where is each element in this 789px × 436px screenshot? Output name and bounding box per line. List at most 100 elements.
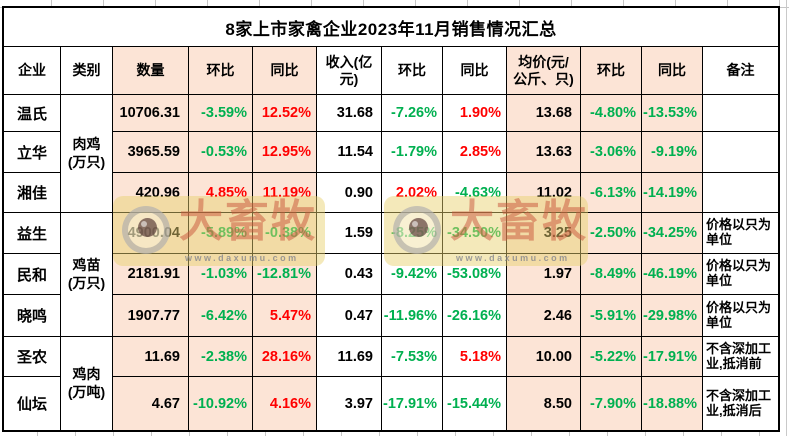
cell-qty: 3965.59 [113, 132, 189, 173]
company-cell: 温氏 [4, 95, 61, 132]
company-cell: 湘佳 [4, 173, 61, 213]
cell-price: 10.00 [507, 337, 581, 377]
cell-price_yoy: -14.19% [642, 173, 703, 213]
cell-qty: 2181.91 [113, 254, 189, 295]
header-remark: 备注 [703, 47, 778, 95]
cell-price_yoy: -18.88% [642, 377, 703, 430]
cell-price_mom: -5.22% [581, 337, 642, 377]
remark-cell [703, 132, 778, 173]
cell-revenue: 3.97 [317, 377, 382, 430]
cell-qty_yoy: 12.95% [253, 132, 317, 173]
cell-qty_mom: 4.85% [189, 173, 253, 213]
cell-qty_yoy: 4.16% [253, 377, 317, 430]
header-revenue: 收入(亿 元) [317, 47, 382, 95]
cell-qty_mom: -10.92% [189, 377, 253, 430]
cell-price_yoy: -17.91% [642, 337, 703, 377]
cell-rev_yoy: -4.63% [443, 173, 507, 213]
cell-qty_mom: -3.59% [189, 95, 253, 132]
cell-rev_mom: -1.79% [382, 132, 443, 173]
cell-qty: 4900.04 [113, 213, 189, 254]
cell-qty: 1907.77 [113, 295, 189, 337]
cell-price: 3.25 [507, 213, 581, 254]
header-rev_mom: 环比 [382, 47, 443, 95]
cell-price: 13.68 [507, 95, 581, 132]
cell-price_mom: -5.91% [581, 295, 642, 337]
header-qty_yoy: 同比 [253, 47, 317, 95]
header-price_yoy: 同比 [642, 47, 703, 95]
cell-price: 2.46 [507, 295, 581, 337]
cell-price: 11.02 [507, 173, 581, 213]
cell-price_yoy: -13.53% [642, 95, 703, 132]
table-title: 8家上市家禽企业2023年11月销售情况汇总 [4, 8, 778, 47]
cell-qty_mom: -0.53% [189, 132, 253, 173]
cell-price_yoy: -9.19% [642, 132, 703, 173]
cell-qty: 420.96 [113, 173, 189, 213]
cell-price_mom: -8.49% [581, 254, 642, 295]
category-cell: 肉鸡 (万只) [61, 95, 113, 213]
company-cell: 民和 [4, 254, 61, 295]
remark-cell: 不含深加工业,抵消后 [706, 387, 772, 418]
cell-qty_mom: -6.42% [189, 295, 253, 337]
cell-revenue: 11.69 [317, 337, 382, 377]
cell-price_yoy: -46.19% [642, 254, 703, 295]
cell-qty: 11.69 [113, 337, 189, 377]
spreadsheet-gridlines-bottom [0, 432, 789, 436]
cell-rev_mom: -8.25% [382, 213, 443, 254]
cell-rev_yoy: 5.18% [443, 337, 507, 377]
cell-rev_yoy: -26.16% [443, 295, 507, 337]
cell-revenue: 31.68 [317, 95, 382, 132]
cell-qty: 10706.31 [113, 95, 189, 132]
remark-cell: 价格以只为单位 [703, 295, 778, 337]
sales-summary-table: 8家上市家禽企业2023年11月销售情况汇总 企业 类别 数量 环比 同比 收入(亿 元)… [2, 6, 780, 432]
cell-rev_mom: 2.02% [382, 173, 443, 213]
cell-price_mom: -7.90% [581, 377, 642, 430]
cell-price: 8.50 [507, 377, 581, 430]
cell-price: 1.97 [507, 254, 581, 295]
cell-price_mom: -4.80% [581, 95, 642, 132]
cell-qty_yoy: 12.52% [253, 95, 317, 132]
cell-rev_yoy: 2.85% [443, 132, 507, 173]
header-price_mom: 环比 [581, 47, 642, 95]
header-price: 均价(元/ 公斤、只) [507, 47, 581, 95]
cell-revenue: 1.59 [317, 213, 382, 254]
cell-price_mom: -3.06% [581, 132, 642, 173]
company-cell: 益生 [4, 213, 61, 254]
cell-rev_yoy: -15.44% [443, 377, 507, 430]
cell-qty_yoy: -0.38% [253, 213, 317, 254]
remark-cell: 不含深加工业,抵消前 [703, 337, 778, 377]
cell-qty_yoy: 28.16% [253, 337, 317, 377]
cell-rev_yoy: 1.90% [443, 95, 507, 132]
cell-price_mom: -6.13% [581, 173, 642, 213]
header-rev_yoy: 同比 [443, 47, 507, 95]
header-qty_mom: 环比 [189, 47, 253, 95]
cell-qty_mom: -2.38% [189, 337, 253, 377]
header-company: 企业 [4, 47, 61, 95]
cell-price_yoy: -34.25% [642, 213, 703, 254]
cell-qty_yoy: 5.47% [253, 295, 317, 337]
cell-qty_yoy: -12.81% [253, 254, 317, 295]
company-cell: 立华 [4, 132, 61, 173]
cell-qty: 4.67 [113, 377, 189, 430]
cell-revenue: 11.54 [317, 132, 382, 173]
company-cell: 仙坛 [4, 377, 61, 430]
category-cell: 鸡苗 (万只) [61, 213, 113, 337]
cell-rev_mom: -17.91% [382, 377, 443, 430]
header-qty: 数量 [113, 47, 189, 95]
remark-cell [703, 95, 778, 132]
cell-price_yoy: -29.98% [642, 295, 703, 337]
cell-rev_yoy: -34.50% [443, 213, 507, 254]
category-cell: 鸡肉 (万吨) [61, 337, 113, 430]
company-cell: 圣农 [4, 337, 61, 377]
cell-rev_yoy: -53.08% [443, 254, 507, 295]
cell-revenue: 0.43 [317, 254, 382, 295]
cell-qty_yoy: 11.19% [253, 173, 317, 213]
cell-revenue: 0.47 [317, 295, 382, 337]
remark-cell [703, 173, 778, 213]
cell-price_mom: -2.50% [581, 213, 642, 254]
remark-cell: 价格以只为单位 [703, 213, 778, 254]
cell-rev_mom: -7.53% [382, 337, 443, 377]
cell-rev_mom: -7.26% [382, 95, 443, 132]
cell-rev_mom: -11.96% [382, 295, 443, 337]
cell-qty_mom: -1.03% [189, 254, 253, 295]
